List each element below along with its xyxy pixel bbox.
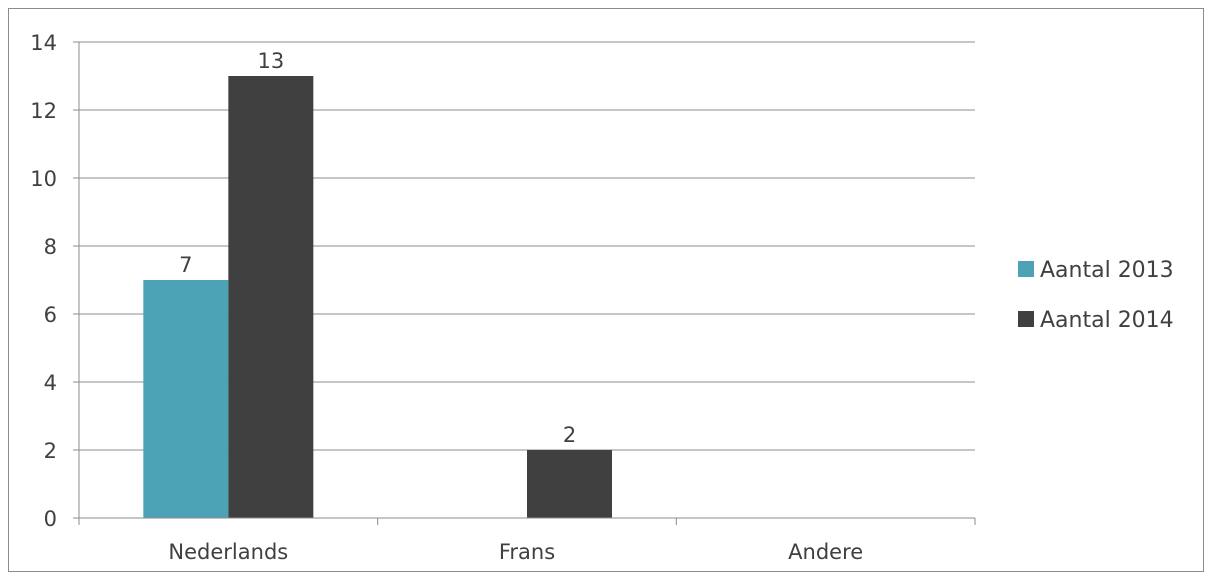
legend-label: Aantal 2014 (1040, 308, 1174, 333)
bar (143, 280, 229, 518)
x-axis-categories: Nederlands Frans Andere (168, 540, 863, 564)
y-tick-label: 4 (44, 371, 57, 395)
data-label: 2 (563, 423, 576, 447)
y-axis-ticks: 0 2 4 6 8 10 12 14 (30, 31, 57, 531)
y-tick-label: 14 (30, 31, 57, 55)
data-label: 13 (257, 49, 284, 73)
y-tick-label: 12 (30, 99, 57, 123)
x-category-label: Andere (788, 540, 863, 564)
x-category-label: Nederlands (168, 540, 288, 564)
legend: Aantal 2013 Aantal 2014 (1018, 258, 1174, 333)
legend-swatch (1018, 261, 1034, 277)
data-label: 7 (179, 253, 192, 277)
y-tick-label: 0 (44, 507, 57, 531)
bar (527, 450, 612, 518)
y-tick-label: 2 (44, 439, 57, 463)
y-tick-label: 8 (44, 235, 57, 259)
bars (143, 76, 612, 518)
y-tick-label: 6 (44, 303, 57, 327)
legend-label: Aantal 2013 (1040, 258, 1174, 283)
legend-swatch (1018, 311, 1034, 327)
bar (228, 76, 314, 518)
axes (73, 41, 976, 525)
x-category-label: Frans (499, 540, 555, 564)
y-tick-label: 10 (30, 167, 57, 191)
data-labels: 7 13 2 (179, 49, 576, 447)
